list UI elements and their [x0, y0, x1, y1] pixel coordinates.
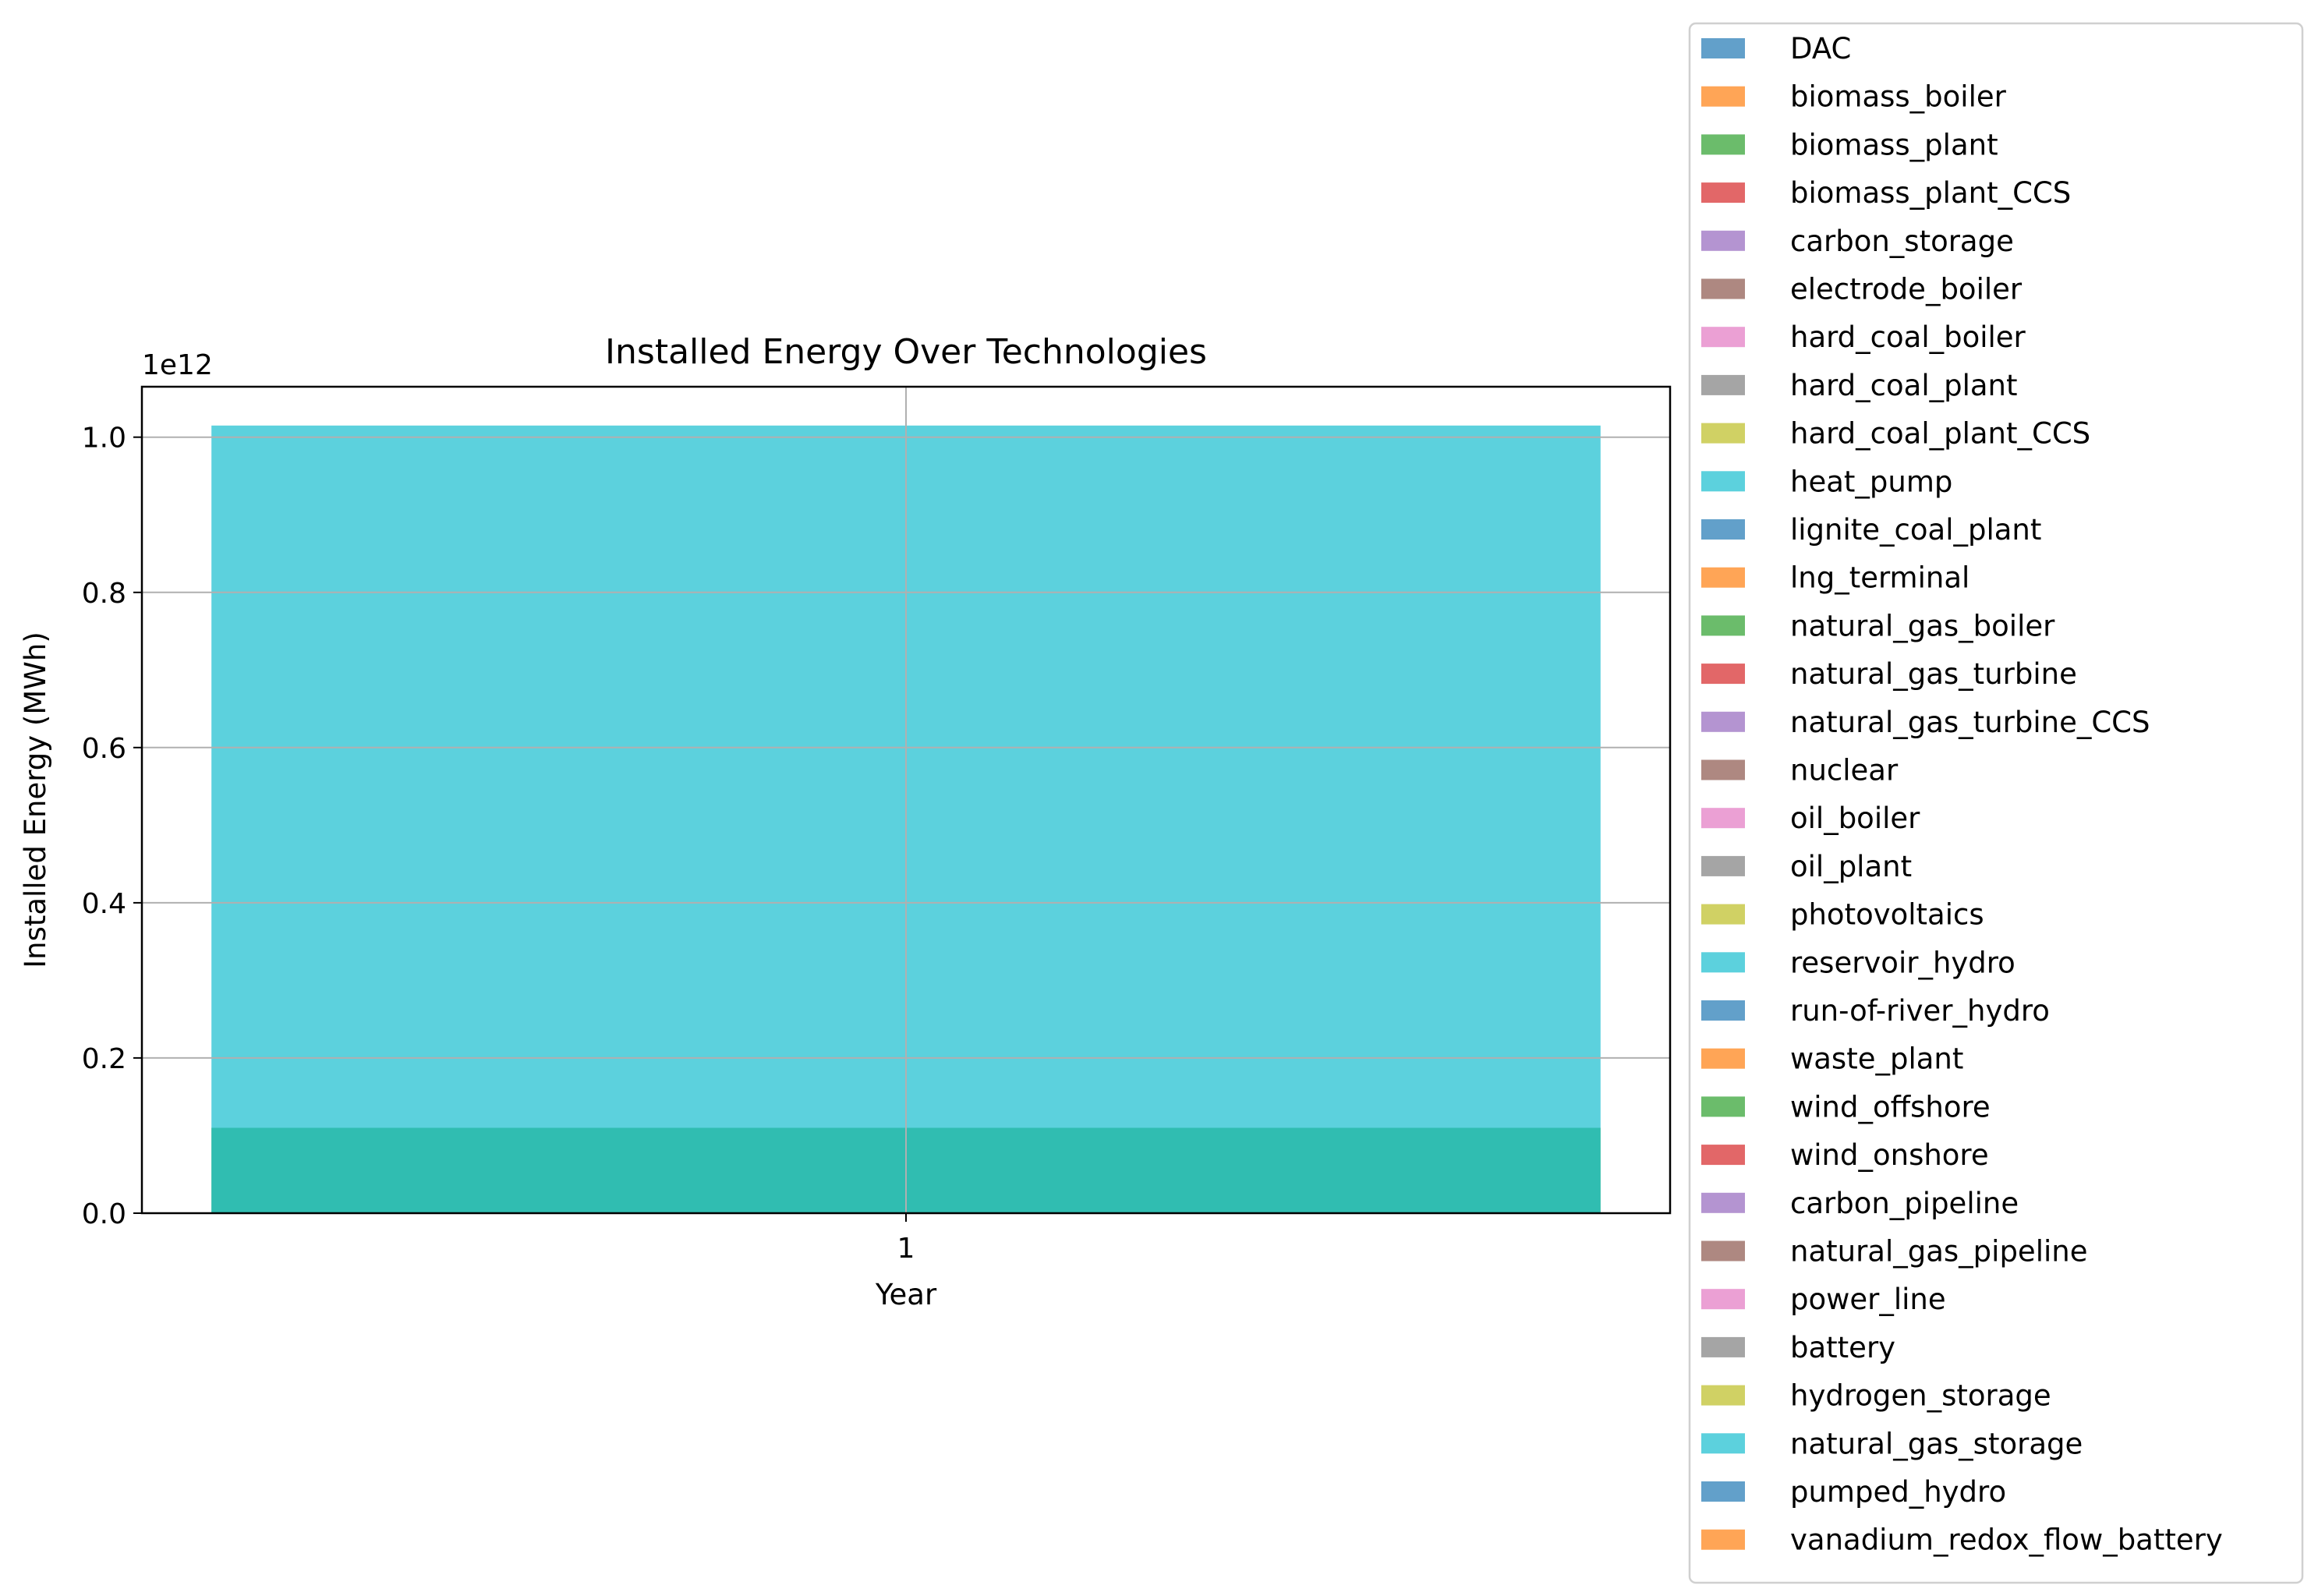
- legend-swatch-pumped_hydro: [1701, 1481, 1745, 1502]
- y-tick-label: 0.4: [82, 888, 126, 920]
- legend-label-nuclear: nuclear: [1790, 754, 1899, 787]
- legend-label-natural_gas_boiler: natural_gas_boiler: [1790, 609, 2055, 642]
- y-axis-ticks: 0.0 0.2 0.4 0.6 0.8 1.0: [82, 423, 142, 1230]
- chart-title: Installed Energy Over Technologies: [605, 332, 1207, 372]
- legend-label-oil_boiler: oil_boiler: [1790, 802, 1920, 835]
- legend-label-wind_onshore: wind_onshore: [1790, 1138, 1989, 1172]
- legend-swatch-hydrogen_storage: [1701, 1385, 1745, 1406]
- legend-label-battery: battery: [1790, 1331, 1895, 1364]
- y-tick-label: 0.2: [82, 1043, 126, 1075]
- y-tick-label: 1.0: [82, 423, 126, 455]
- legend-swatch-hard_coal_plant_CCS: [1701, 423, 1745, 444]
- legend-swatch-photovoltaics: [1701, 904, 1745, 925]
- y-axis-label: Installed Energy (MWh): [19, 632, 52, 968]
- y-offset-label: 1e12: [142, 349, 213, 381]
- legend-label-hard_coal_plant: hard_coal_plant: [1790, 369, 2018, 402]
- x-tick-label: 1: [897, 1233, 915, 1265]
- legend-swatch-hard_coal_boiler: [1701, 327, 1745, 348]
- legend-swatch-natural_gas_pipeline: [1701, 1240, 1745, 1262]
- legend-swatch-power_line: [1701, 1289, 1745, 1310]
- legend-label-oil_plant: oil_plant: [1790, 850, 1912, 883]
- legend-swatch-biomass_plant_CCS: [1701, 182, 1745, 203]
- legend-label-lignite_coal_plant: lignite_coal_plant: [1790, 513, 2041, 547]
- legend-swatch-natural_gas_boiler: [1701, 615, 1745, 636]
- y-tick-label: 0.0: [82, 1198, 126, 1230]
- legend-swatch-DAC: [1701, 38, 1745, 58]
- legend-swatch-biomass_boiler: [1701, 86, 1745, 107]
- legend-label-biomass_plant: biomass_plant: [1790, 128, 1998, 161]
- legend-swatch-hard_coal_plant: [1701, 374, 1745, 395]
- legend-swatch-oil_plant: [1701, 855, 1745, 876]
- x-axis-label: Year: [875, 1278, 937, 1311]
- legend-swatch-wind_onshore: [1701, 1145, 1745, 1166]
- legend-swatch-waste_plant: [1701, 1048, 1745, 1069]
- legend-label-biomass_plant_CCS: biomass_plant_CCS: [1790, 176, 2071, 210]
- legend-swatch-reservoir_hydro: [1701, 952, 1745, 973]
- legend-label-biomass_boiler: biomass_boiler: [1790, 80, 2007, 114]
- legend-swatch-heat_pump: [1701, 471, 1745, 492]
- legend-label-reservoir_hydro: reservoir_hydro: [1790, 946, 2015, 979]
- legend-label-natural_gas_turbine_CCS: natural_gas_turbine_CCS: [1790, 706, 2150, 739]
- legend-label-power_line: power_line: [1790, 1283, 1946, 1316]
- x-axis-ticks: 1: [897, 1213, 915, 1265]
- legend-swatch-biomass_plant: [1701, 134, 1745, 155]
- legend-swatch-natural_gas_turbine_CCS: [1701, 711, 1745, 732]
- legend-label-hydrogen_storage: hydrogen_storage: [1790, 1379, 2051, 1413]
- legend-label-run-of-river_hydro: run-of-river_hydro: [1790, 994, 2050, 1028]
- legend-label-lng_terminal: lng_terminal: [1790, 561, 1969, 595]
- legend-swatch-oil_boiler: [1701, 808, 1745, 829]
- legend-label-natural_gas_pipeline: natural_gas_pipeline: [1790, 1235, 2087, 1269]
- legend-swatch-nuclear: [1701, 759, 1745, 780]
- legend-label-natural_gas_storage: natural_gas_storage: [1790, 1427, 2083, 1460]
- legend-frame: [1688, 22, 2304, 1584]
- legend-label-waste_plant: waste_plant: [1790, 1042, 1963, 1076]
- legend-label-electrode_boiler: electrode_boiler: [1790, 273, 2023, 306]
- legend-swatch-electrode_boiler: [1701, 278, 1745, 299]
- legend-swatch-natural_gas_turbine: [1701, 664, 1745, 685]
- legend-swatch-carbon_storage: [1701, 230, 1745, 251]
- legend-swatch-run-of-river_hydro: [1701, 1000, 1745, 1021]
- legend-label-hard_coal_plant_CCS: hard_coal_plant_CCS: [1790, 417, 2090, 451]
- legend-label-wind_offshore: wind_offshore: [1790, 1090, 1991, 1124]
- legend-swatch-battery: [1701, 1336, 1745, 1357]
- legend-label-DAC: DAC: [1790, 32, 1851, 65]
- legend-swatch-wind_offshore: [1701, 1096, 1745, 1117]
- legend-swatch-carbon_pipeline: [1701, 1192, 1745, 1213]
- y-tick-label: 0.8: [82, 578, 126, 610]
- legend-label-carbon_pipeline: carbon_pipeline: [1790, 1187, 2019, 1220]
- legend-label-photovoltaics: photovoltaics: [1790, 898, 1984, 932]
- legend-label-natural_gas_turbine: natural_gas_turbine: [1790, 657, 2077, 691]
- legend-label-pumped_hydro: pumped_hydro: [1790, 1475, 2006, 1509]
- legend-swatch-vanadium_redox_flow_battery: [1701, 1529, 1745, 1550]
- legend-swatch-lignite_coal_plant: [1701, 519, 1745, 540]
- legend-swatch-natural_gas_storage: [1701, 1433, 1745, 1454]
- legend-label-carbon_storage: carbon_storage: [1790, 225, 2014, 258]
- legend-label-vanadium_redox_flow_battery: vanadium_redox_flow_battery: [1790, 1523, 2223, 1557]
- legend: DAC biomass_boiler biomass_plant biomass_pl…: [1688, 22, 2304, 1584]
- y-tick-label: 0.6: [82, 733, 126, 765]
- legend-label-hard_coal_boiler: hard_coal_boiler: [1790, 320, 2026, 354]
- legend-label-heat_pump: heat_pump: [1790, 465, 1952, 498]
- legend-swatch-lng_terminal: [1701, 567, 1745, 588]
